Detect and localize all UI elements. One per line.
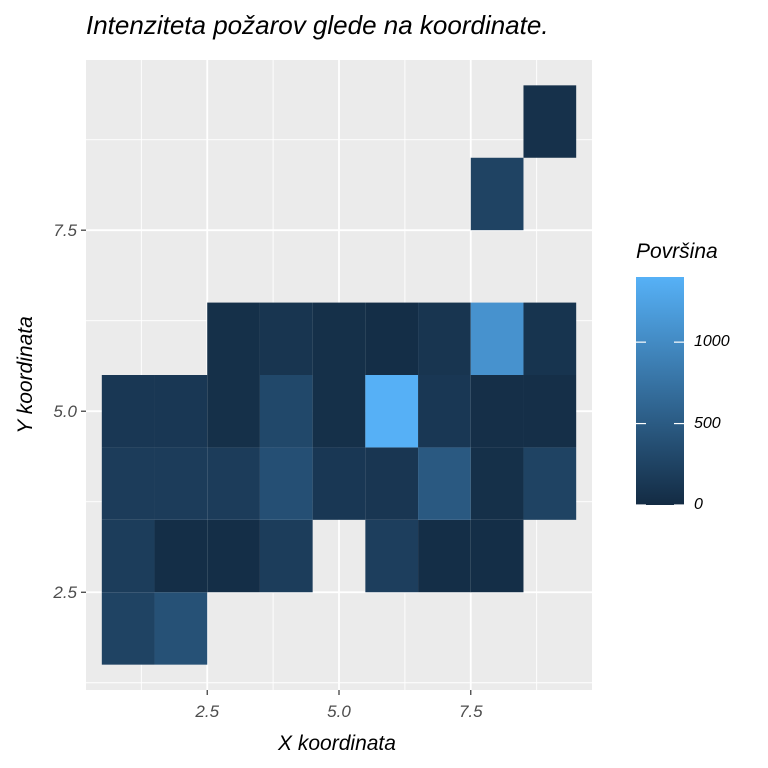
heatmap-cell <box>101 519 155 593</box>
heatmap-cell <box>312 375 366 448</box>
heatmap-cell <box>154 447 208 520</box>
y-axis-title: Y koordinata <box>14 316 37 434</box>
heatmap-cell <box>523 302 577 375</box>
heatmap-cell <box>154 592 208 665</box>
heatmap-cell <box>259 447 313 520</box>
heatmap-cell <box>365 519 419 593</box>
heatmap-cell <box>365 447 419 520</box>
heatmap-cell <box>523 447 577 520</box>
x-tick-label: 5.0 <box>327 702 351 721</box>
heatmap-cell <box>154 519 208 593</box>
y-tick-label: 5.0 <box>53 402 77 421</box>
heatmap-cell <box>418 447 471 520</box>
heatmap-cell <box>365 302 419 375</box>
heatmap-cell <box>154 375 208 448</box>
heatmap-cell <box>470 519 524 593</box>
legend-ticks <box>636 341 684 506</box>
y-tick-label: 2.5 <box>52 583 77 602</box>
heatmap-cell <box>418 375 471 448</box>
heatmap-cell <box>312 447 366 520</box>
heatmap-cell <box>470 447 524 520</box>
heatmap-cell <box>418 519 471 593</box>
heatmap-cell <box>418 302 471 375</box>
legend-title: Površina <box>636 240 718 263</box>
heatmap-cell <box>470 302 524 375</box>
x-axis: 2.5 5.0 7.5 <box>194 690 483 721</box>
heatmap-cell <box>365 375 419 448</box>
x-tick-label: 7.5 <box>459 702 483 721</box>
x-tick-label: 2.5 <box>194 702 219 721</box>
heatmap-cell <box>523 85 577 158</box>
y-axis: 2.5 5.0 7.5 <box>52 221 86 602</box>
heatmap-cell <box>207 375 260 448</box>
heatmap-cells <box>101 85 577 665</box>
heatmap-cell <box>207 519 260 593</box>
heatmap-cell <box>101 375 155 448</box>
legend-label: 500 <box>694 414 721 432</box>
chart-title: Intenziteta požarov glede na koordinate. <box>86 10 549 40</box>
legend-label: 1000 <box>694 333 730 351</box>
heatmap-cell <box>101 447 155 520</box>
legend-colorbar <box>636 277 684 505</box>
heatmap-cell <box>207 302 260 375</box>
heatmap-cell <box>259 302 313 375</box>
heatmap-cell <box>207 447 260 520</box>
heatmap-cell <box>101 592 155 665</box>
heatmap-cell <box>523 375 577 448</box>
heatmap-cell <box>312 302 366 375</box>
heatmap-cell <box>470 157 524 231</box>
heatmap-cell <box>259 375 313 448</box>
x-axis-title: X koordinata <box>277 732 396 755</box>
legend-label: 0 <box>694 496 703 513</box>
y-tick-label: 7.5 <box>53 221 77 240</box>
heatmap-cell <box>470 375 524 448</box>
heatmap-cell <box>259 519 313 593</box>
